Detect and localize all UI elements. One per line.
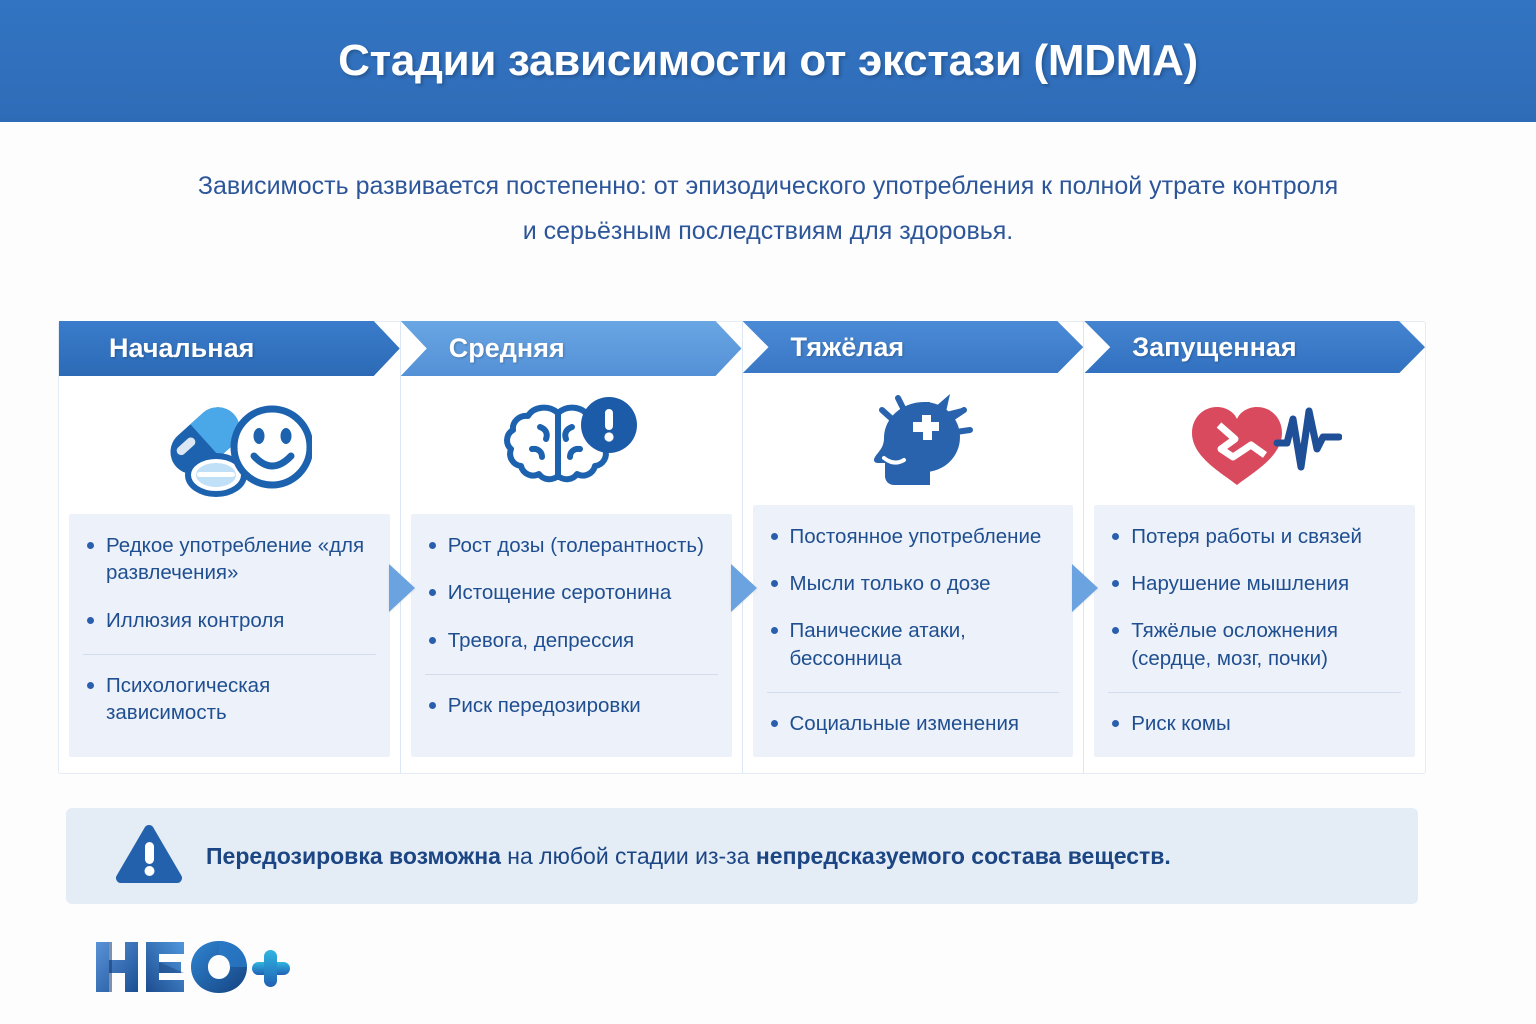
- overdose-warning-text: Передозировка возможна на любой стадии и…: [206, 843, 1171, 870]
- brain-alert-icon: [401, 376, 742, 514]
- stage-bullets-middle: Рост дозы (толерантность) Истощение серо…: [410, 514, 732, 757]
- list-item: Истощение серотонина: [425, 579, 718, 606]
- warning-bold-tail: непредсказуемого состава веществ.: [755, 842, 1171, 869]
- warning-triangle-icon: [112, 821, 186, 892]
- stage-header-severe[interactable]: Тяжёлая: [743, 321, 1084, 373]
- warning-bold-lead: Передозировка возможна: [206, 842, 501, 869]
- stage-card-severe[interactable]: Тяжёлая Постоянное употребление Мысли то…: [743, 321, 1099, 773]
- overdose-warning-banner: Передозировка возможна на любой стадии и…: [66, 808, 1418, 904]
- stage-header-advanced[interactable]: Запущенная: [1084, 321, 1425, 373]
- page-header-bar: Стадии зависимости от экстази (MDMA): [0, 0, 1536, 122]
- intro-text: Зависимость развивается постепенно: от э…: [197, 172, 1339, 245]
- stage-header-middle[interactable]: Средняя: [401, 321, 742, 376]
- list-item: Риск передозировки: [424, 673, 718, 719]
- stage-card-initial[interactable]: Начальная: [59, 321, 415, 773]
- stage-connector-arrow-icon: [730, 564, 757, 612]
- list-item: Тревога, депрессия: [425, 627, 718, 654]
- stage-connector-arrow-icon: [388, 564, 415, 612]
- stage-header-initial[interactable]: Начальная: [59, 321, 400, 376]
- stage-label: Средняя: [448, 333, 565, 363]
- list-item: Мысли только о дозе: [767, 570, 1060, 597]
- stage-card-middle[interactable]: Средняя Рост дозы (толерантность) Истоще…: [401, 321, 757, 773]
- list-item: Тяжёлые осложнения (сердце, мозг, почки): [1108, 617, 1401, 672]
- stage-label: Запущенная: [1132, 331, 1297, 362]
- stages-board: Начальная: [58, 321, 1426, 774]
- list-item: Нарушение мышления: [1108, 570, 1401, 597]
- list-item: Рост дозы (толерантность): [425, 532, 718, 559]
- list-item: Психологическая зависимость: [83, 653, 376, 727]
- pills-smiley-icon: [59, 376, 400, 514]
- list-item: Социальные изменения: [766, 691, 1060, 737]
- stage-connector-arrow-icon: [1072, 564, 1099, 612]
- stage-card-advanced[interactable]: Запущенная Потеря работы и связей Наруше…: [1084, 322, 1425, 773]
- stage-bullets-initial: Редкое употребление «для развлечения» Ил…: [69, 514, 390, 757]
- list-item: Постоянное употребление: [767, 523, 1060, 550]
- list-item: Редкое употребление «для развлечения»: [83, 532, 376, 587]
- list-item: Панические атаки, бессонница: [767, 617, 1060, 672]
- page-title: Стадии зависимости от экстази (MDMA): [338, 36, 1198, 85]
- intro-section: Зависимость развивается постепенно: от э…: [0, 122, 1536, 253]
- head-puzzle-lightning-icon: [743, 373, 1084, 504]
- warning-middle: на любой стадии из-за: [500, 842, 756, 869]
- list-item: Потеря работы и связей: [1108, 523, 1401, 550]
- list-item: Иллюзия контроля: [83, 607, 376, 634]
- stage-bullets-severe: Постоянное употребление Мысли только о д…: [752, 504, 1074, 757]
- stage-bullets-advanced: Потеря работы и связей Нарушение мышлени…: [1094, 504, 1415, 757]
- list-item: Риск комы: [1108, 691, 1401, 737]
- stage-label: Тяжёлая: [790, 331, 905, 362]
- brand-logo[interactable]: [92, 936, 292, 998]
- broken-heart-ekg-icon: [1084, 373, 1425, 504]
- stage-label: Начальная: [109, 333, 255, 363]
